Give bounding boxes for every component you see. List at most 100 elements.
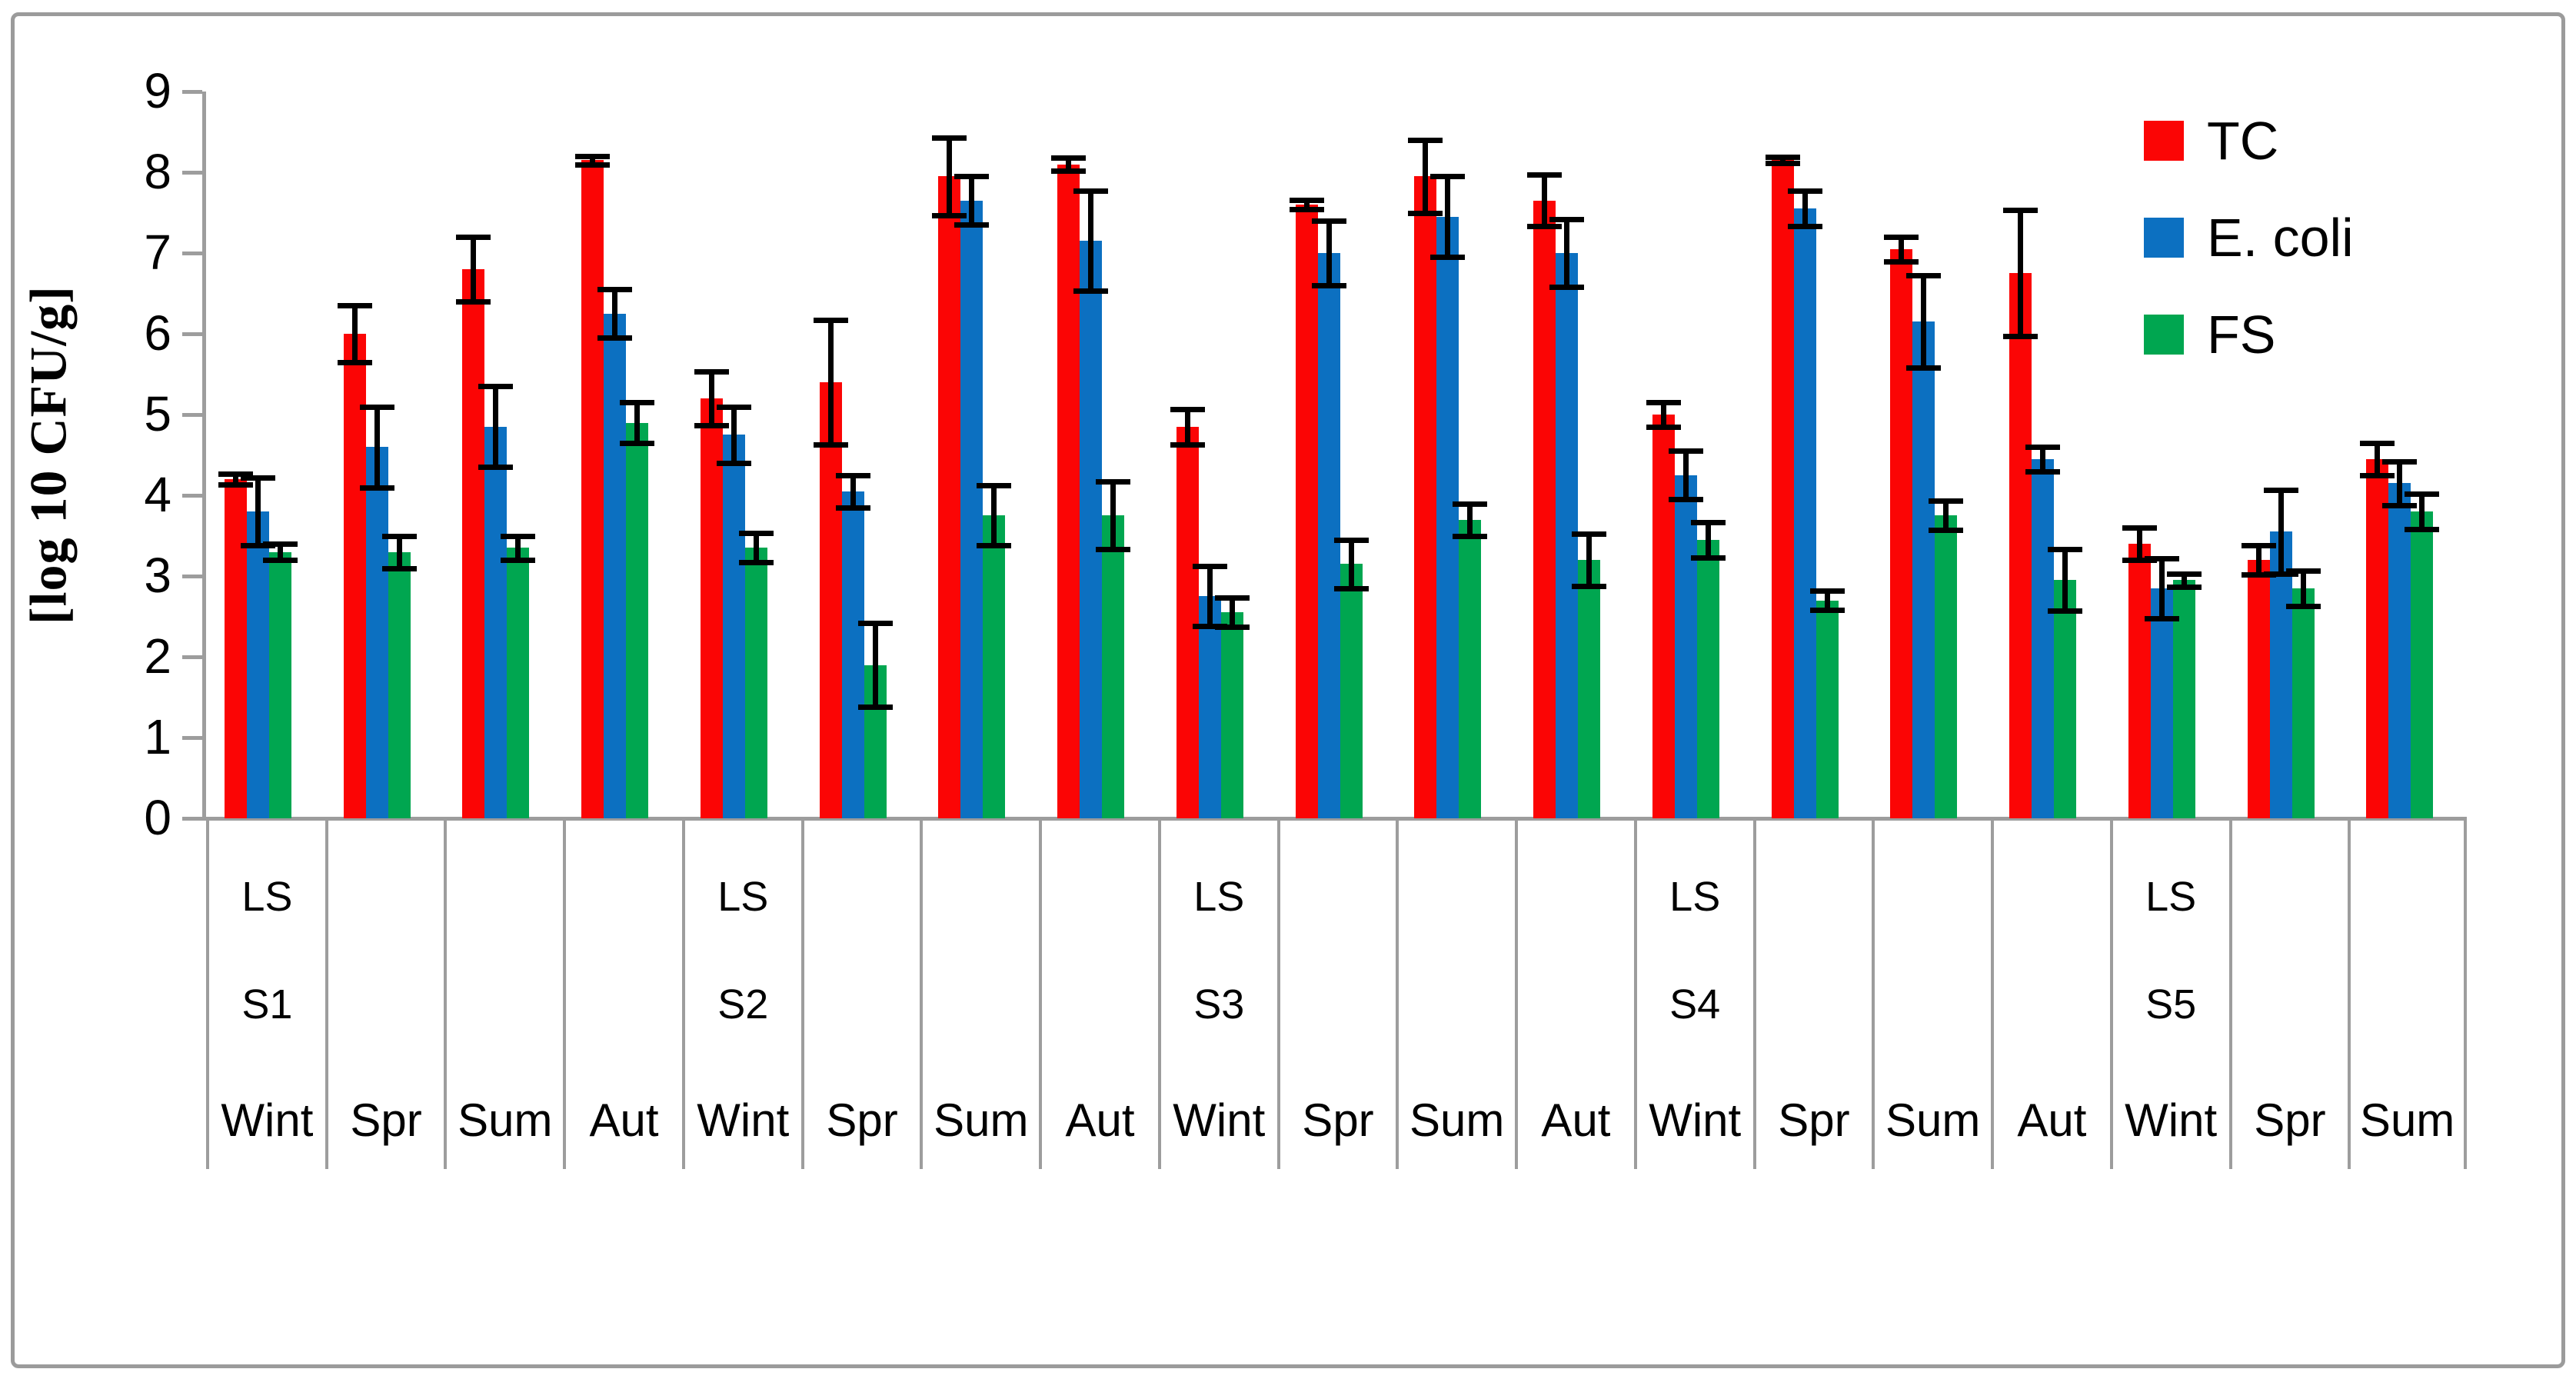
error-bar-cap-top	[2025, 445, 2061, 450]
season-label: Wint	[1173, 1094, 1266, 1146]
error-bar-cap-top	[1929, 498, 1964, 505]
error-bar-cap-bottom	[977, 543, 1012, 549]
bar-ecoli-3	[484, 426, 508, 818]
error-bar-cap-bottom	[2360, 472, 2395, 478]
error-bar-cap-bottom	[2003, 334, 2039, 340]
group-label: LS	[717, 874, 769, 920]
error-bar	[2255, 545, 2261, 575]
error-bar	[2397, 461, 2403, 505]
error-bar-cap-top	[620, 400, 655, 406]
error-bar-cap-top	[337, 303, 372, 309]
error-bar-cap-bottom	[857, 704, 893, 711]
error-bar-cap-bottom	[620, 440, 655, 446]
error-bar-cap-top	[1787, 188, 1822, 195]
error-bar	[1943, 501, 1949, 531]
y-tick-4	[182, 493, 202, 498]
error-bar-cap-bottom	[1096, 547, 1131, 553]
error-bar-cap-bottom	[1192, 624, 1227, 630]
error-bar	[515, 535, 521, 560]
legend-swatch-tc	[2144, 121, 2184, 161]
site-label: S5	[2145, 981, 2197, 1028]
y-tick-label-4: 4	[144, 467, 171, 522]
error-bar-cap-bottom	[2382, 502, 2418, 508]
season-label: Sum	[1409, 1094, 1505, 1146]
error-bar-cap-bottom	[575, 162, 611, 168]
category-cell-6: Spr	[800, 818, 920, 1169]
category-cell-11: Sum	[1396, 818, 1515, 1169]
error-bar-cap-bottom	[2122, 558, 2157, 563]
season-label: Sum	[1885, 1094, 1981, 1146]
category-cell-15: Sum	[1872, 818, 1991, 1169]
group-label: LS	[1193, 874, 1245, 920]
error-bar-cap-bottom	[1765, 161, 1800, 167]
category-cell-3: Sum	[444, 818, 563, 1169]
error-bar-cap-bottom	[241, 543, 275, 549]
error-bar-cap-bottom	[738, 560, 774, 566]
error-bar-cap-top	[2360, 440, 2395, 446]
category-cell-10: Spr	[1276, 818, 1396, 1169]
y-tick-label-5: 5	[144, 386, 171, 441]
error-bar	[1921, 275, 1927, 368]
bar-tc-3	[462, 269, 485, 818]
bar-fs-14	[1816, 600, 1839, 818]
bar-group-8	[1039, 92, 1158, 818]
category-cell-14: Spr	[1752, 818, 1872, 1169]
error-bar	[634, 402, 641, 443]
error-bar-cap-top	[1549, 216, 1585, 222]
error-bar	[991, 485, 997, 546]
y-tick-5	[182, 412, 202, 417]
error-bar-cap-top	[1809, 588, 1845, 594]
error-bar-cap-top	[597, 287, 633, 293]
error-bar-cap-bottom	[1333, 585, 1369, 591]
error-bar-cap-bottom	[716, 461, 751, 466]
bar-group-14	[1753, 92, 1872, 818]
group-label: LS	[241, 874, 293, 920]
bar-group-9	[1158, 92, 1277, 818]
error-bar-cap-top	[716, 404, 751, 410]
error-bar	[1088, 191, 1094, 291]
error-bar	[969, 176, 975, 225]
bar-fs-19	[2411, 511, 2434, 818]
category-cell-17: LS S5 Wint	[2109, 818, 2229, 1169]
error-bar	[1779, 157, 1786, 164]
error-bar	[2018, 210, 2024, 337]
category-cell-2: Spr	[324, 818, 444, 1169]
error-bar-cap-top	[241, 475, 275, 481]
bar-tc-19	[2366, 458, 2389, 818]
error-bar-cap-bottom	[932, 212, 967, 218]
season-label: Wint	[2125, 1094, 2218, 1146]
group-label: LS	[2145, 874, 2197, 920]
error-bar-cap-bottom	[456, 299, 491, 305]
error-bar	[1467, 503, 1473, 536]
error-bar-cap-bottom	[1408, 210, 1443, 216]
error-bar	[872, 622, 878, 708]
bar-fs-3	[507, 548, 530, 818]
bar-ecoli-11	[1436, 216, 1459, 818]
bar-ecoli-16	[2032, 458, 2055, 818]
season-label: Aut	[1065, 1094, 1135, 1146]
site-label: S3	[1193, 981, 1245, 1028]
error-bar-cap-bottom	[1289, 207, 1324, 213]
error-bar-cap-top	[2048, 547, 2083, 553]
error-bar	[612, 289, 618, 338]
error-bar-cap-bottom	[1453, 533, 1488, 539]
bar-fs-13	[1696, 539, 1719, 818]
bar-group-13	[1634, 92, 1753, 818]
error-bar-cap-top	[2285, 568, 2321, 574]
error-bar-cap-top	[1408, 138, 1443, 143]
y-tick-label-2: 2	[144, 628, 171, 684]
error-bar	[1066, 158, 1072, 171]
bar-fs-12	[1578, 560, 1601, 818]
y-tick-7	[182, 251, 202, 255]
error-bar-cap-bottom	[359, 485, 394, 491]
error-bar-cap-bottom	[2025, 468, 2061, 475]
error-bar-cap-top	[2405, 491, 2440, 497]
bar-tc-6	[819, 382, 842, 818]
error-bar	[396, 535, 402, 568]
error-bar-cap-top	[1690, 519, 1726, 525]
site-label: S4	[1669, 981, 1721, 1028]
error-bar-cap-top	[2382, 458, 2418, 465]
bar-tc-12	[1533, 200, 1556, 818]
error-bar	[493, 386, 499, 468]
error-bar	[2419, 493, 2425, 530]
